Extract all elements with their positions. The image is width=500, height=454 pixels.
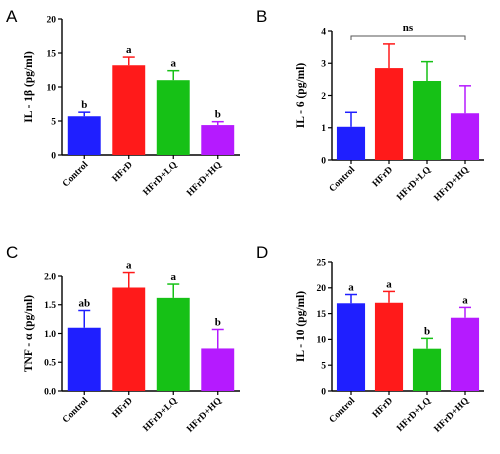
- bar-hfrd-plus-lq: [412, 80, 442, 160]
- y-tick-label: 0.5: [44, 359, 56, 369]
- significance-label: b: [215, 316, 221, 328]
- category-label: Control: [61, 396, 91, 426]
- y-tick-label: 4: [321, 27, 326, 37]
- y-axis-label: IL - 6 (pg/ml): [295, 63, 307, 129]
- chart-panel-b: B 0 1 2 3 4 IL - 6 (pg/ml) Control HFrD HFrD+LQ HF…: [256, 7, 484, 204]
- y-tick-label: 1: [321, 124, 326, 134]
- bar-control: [67, 327, 101, 391]
- category-label: HFrD+HQ: [433, 396, 472, 435]
- category-label: Control: [328, 165, 358, 195]
- y-tick-label: 20: [47, 15, 57, 25]
- y-axis-label: TNF - α (pg/ml): [23, 295, 35, 372]
- bar-hfrd: [112, 65, 146, 155]
- significance-label: a: [386, 278, 392, 290]
- bar-control: [67, 116, 101, 155]
- y-tick-label: 1.0: [44, 330, 56, 340]
- category-label: HFrD: [371, 396, 395, 420]
- bar-hfrd-plus-hq: [450, 317, 480, 391]
- bar-hfrd-plus-lq: [156, 80, 190, 155]
- y-tick-label: 15: [47, 49, 57, 59]
- bar-control: [336, 126, 366, 160]
- bar-hfrd-plus-lq: [412, 348, 442, 391]
- bar-hfrd-plus-hq: [201, 125, 235, 155]
- bar-hfrd-plus-lq: [156, 297, 190, 391]
- y-tick-label: 2.0: [44, 272, 56, 282]
- y-axis-label: IL - 10 (pg/ml): [295, 291, 307, 362]
- category-label: HFrD: [111, 396, 135, 420]
- bar-hfrd: [112, 287, 146, 391]
- y-tick-label: 5: [51, 117, 56, 127]
- y-tick-label: 10: [317, 336, 327, 346]
- significance-label: a: [462, 294, 468, 306]
- category-label: HFrD+HQ: [185, 396, 224, 435]
- category-label: HFrD: [111, 160, 135, 184]
- y-tick-label: 1.5: [44, 301, 56, 311]
- category-label: HFrD+LQ: [395, 396, 433, 434]
- y-tick-label: 20: [317, 284, 327, 294]
- bar-hfrd: [374, 302, 404, 391]
- y-tick-label: 5: [321, 362, 326, 372]
- category-label: HFrD+HQ: [185, 160, 224, 199]
- significance-label: a: [171, 58, 177, 70]
- chart-panel-d: D 0 5 10 15 20 25 IL - 10 (pg/ml) a Control a HFrD b…: [256, 243, 484, 435]
- y-tick-label: 0.0: [44, 387, 56, 397]
- significance-label: ab: [78, 298, 90, 310]
- category-label: HFrD+LQ: [395, 165, 433, 203]
- panel-letter: D: [256, 243, 268, 262]
- category-label: HFrD+HQ: [433, 165, 472, 204]
- y-tick-label: 3: [321, 60, 326, 70]
- significance-label: b: [424, 325, 430, 337]
- y-axis-label: IL - 1β (pg/ml): [23, 51, 35, 123]
- chart-panel-a: A 0 5 10 15 20 IL - 1β (pg/ml) b Control a HFrD a HF…: [6, 7, 240, 199]
- bracket-label: ns: [403, 22, 414, 34]
- bar-hfrd: [374, 68, 404, 160]
- significance-label: a: [171, 271, 177, 283]
- y-tick-label: 2: [321, 92, 326, 102]
- y-tick-label: 0: [51, 151, 56, 161]
- significance-bracket: [350, 35, 466, 40]
- y-tick-label: 25: [317, 258, 327, 268]
- significance-label: b: [81, 99, 87, 111]
- panel-letter: C: [6, 243, 18, 262]
- y-tick-label: 15: [317, 310, 327, 320]
- category-label: HFrD+LQ: [142, 396, 180, 434]
- bar-control: [336, 303, 366, 391]
- category-label: Control: [61, 160, 91, 190]
- category-label: Control: [328, 396, 358, 426]
- y-tick-label: 0: [321, 387, 326, 397]
- y-tick-label: 0: [321, 156, 326, 166]
- significance-label: a: [126, 44, 132, 56]
- y-tick-label: 10: [47, 83, 57, 93]
- panel-letter: A: [6, 7, 18, 26]
- bar-hfrd-plus-hq: [450, 113, 480, 160]
- panel-letter: B: [256, 7, 267, 26]
- bar-hfrd-plus-hq: [201, 348, 235, 391]
- significance-label: a: [348, 282, 354, 294]
- significance-label: b: [215, 109, 221, 121]
- category-label: HFrD: [371, 165, 395, 189]
- significance-label: a: [126, 260, 132, 272]
- category-label: HFrD+LQ: [142, 160, 180, 198]
